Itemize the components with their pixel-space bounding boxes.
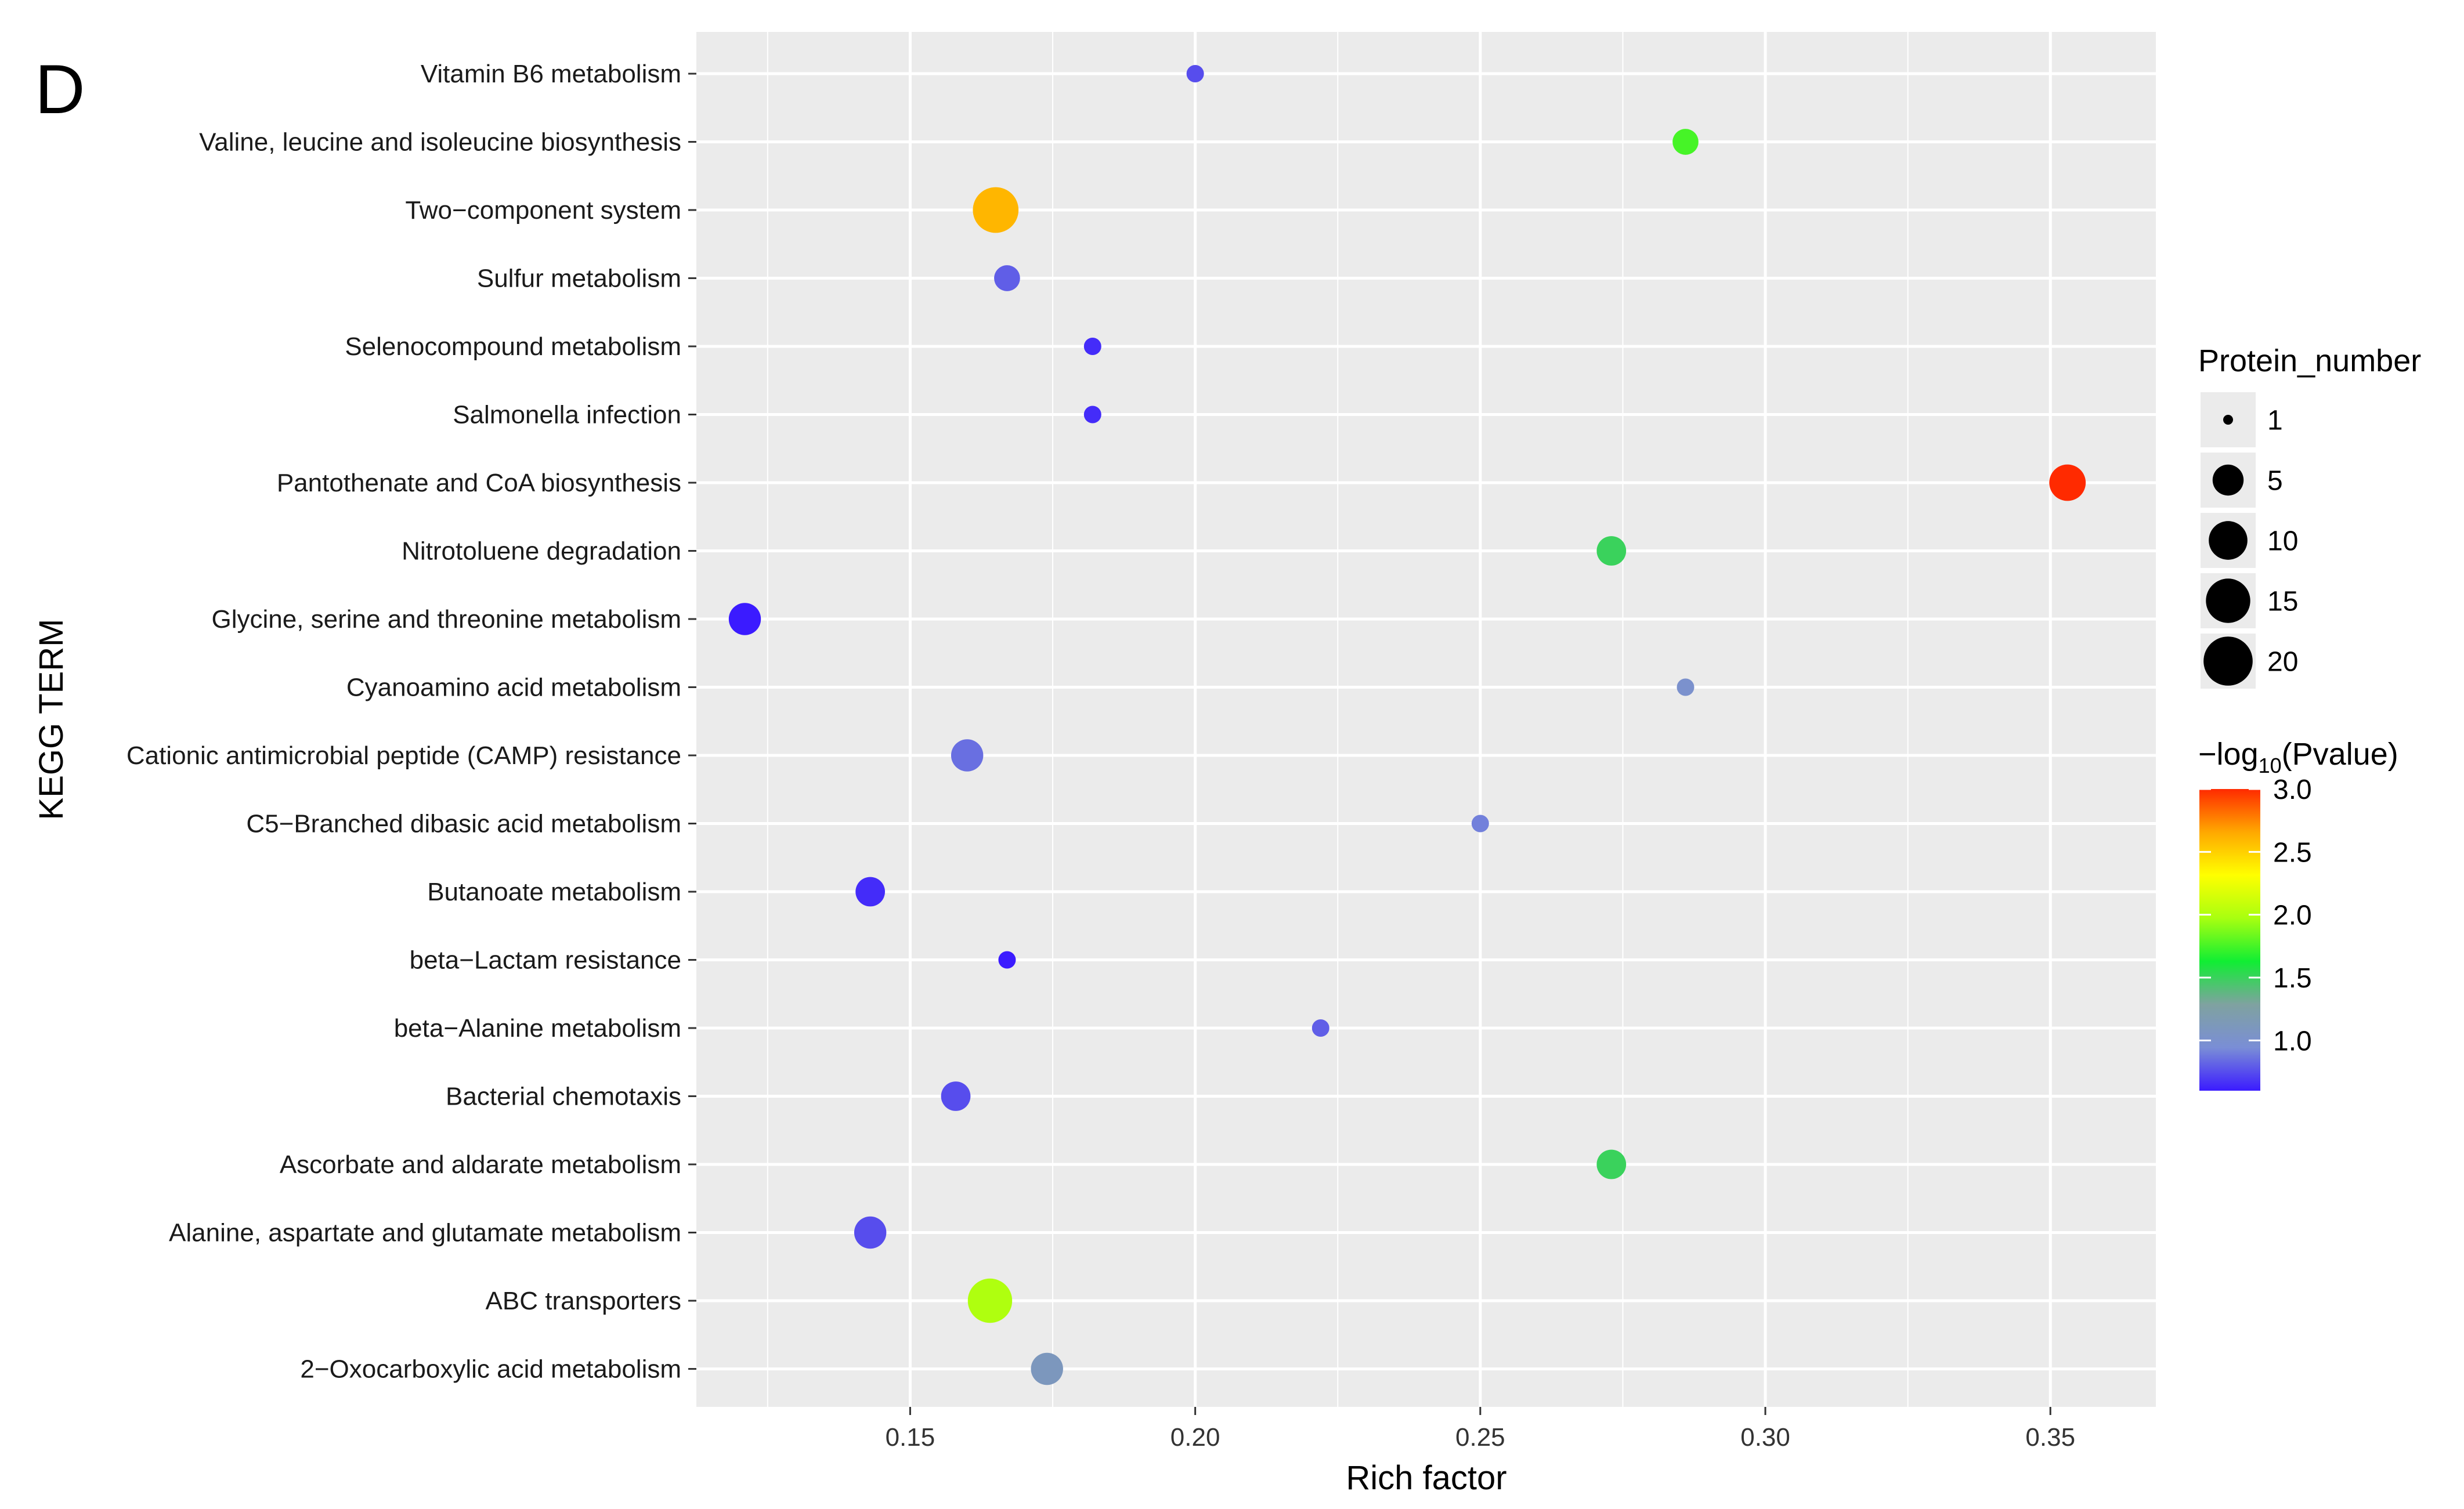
y-tick-label-salmonella-infection: Salmonella infection xyxy=(453,401,681,429)
colorbar xyxy=(2199,789,2260,1091)
y-axis: Vitamin B6 metabolism Valine, leucine and… xyxy=(127,60,696,1384)
x-tick-label: 0.25 xyxy=(1455,1423,1505,1452)
point-vitamin-b6-metabolism xyxy=(1186,65,1204,82)
y-tick-label-butanoate-metabolism: Butanoate metabolism xyxy=(427,878,681,906)
color-legend-title: −log10(Pvalue) xyxy=(2198,737,2398,777)
point-valine-leucine-and-isoleucine-biosynthesis xyxy=(1672,129,1699,155)
y-tick-label-alanine-aspartate-and-glutamate-metabolism: Alanine, aspartate and glutamate metabol… xyxy=(169,1219,681,1247)
color-legend-title-subscript: 10 xyxy=(2259,754,2282,777)
point-selenocompound-metabolism xyxy=(1083,338,1101,355)
y-tick-label-pantothenate-and-coa-biosynthesis: Pantothenate and CoA biosynthesis xyxy=(277,469,681,497)
x-axis: 0.15 0.20 0.25 0.30 0.35 xyxy=(886,1407,2075,1452)
x-tick-label: 0.20 xyxy=(1170,1423,1220,1452)
point-alanine-aspartate-and-glutamate-metabolism xyxy=(854,1216,887,1249)
point-beta-alanine-metabolism xyxy=(1312,1019,1329,1037)
data-points xyxy=(728,65,2086,1385)
y-tick-label-c5-branched-dibasic-acid-metabolism: C5−Branched dibasic acid metabolism xyxy=(246,810,681,838)
point-cationic-antimicrobial-peptide-camp-resistance xyxy=(951,739,984,772)
point-sulfur-metabolism xyxy=(994,265,1020,291)
color-legend: −log10(Pvalue) 1.0 1.5 2.0 2.5 3.0 xyxy=(2198,737,2398,1091)
size-legend-label: 10 xyxy=(2267,526,2298,557)
point-bacterial-chemotaxis xyxy=(941,1081,971,1111)
color-legend-title-suffix: (Pvalue) xyxy=(2282,737,2398,772)
point-pantothenate-and-coa-biosynthesis xyxy=(2049,464,2086,501)
x-tick-label: 0.15 xyxy=(886,1423,935,1452)
point-butanoate-metabolism xyxy=(855,877,886,907)
y-tick-label-cationic-antimicrobial-peptide-camp-resistance: Cationic antimicrobial peptide (CAMP) re… xyxy=(127,741,681,770)
color-legend-title-prefix: −log xyxy=(2198,737,2259,772)
y-tick-label-nitrotoluene-degradation: Nitrotoluene degradation xyxy=(402,537,681,566)
colorbar-tick-label: 2.5 xyxy=(2273,837,2312,868)
point-cyanoamino-acid-metabolism xyxy=(1677,678,1695,696)
size-legend-label: 1 xyxy=(2267,406,2283,436)
point-beta-lactam-resistance xyxy=(998,951,1016,969)
y-tick-label-bacterial-chemotaxis: Bacterial chemotaxis xyxy=(446,1083,681,1111)
y-tick-label-vitamin-b6-metabolism: Vitamin B6 metabolism xyxy=(421,60,681,88)
colorbar-tick-label: 1.0 xyxy=(2273,1026,2312,1056)
plot-panel xyxy=(696,32,2156,1407)
point-nitrotoluene-degradation xyxy=(1596,536,1627,566)
y-tick-label-sulfur-metabolism: Sulfur metabolism xyxy=(477,265,681,293)
y-tick-label-selenocompound-metabolism: Selenocompound metabolism xyxy=(345,332,681,361)
point-salmonella-infection xyxy=(1083,406,1101,424)
colorbar-tick-label: 2.0 xyxy=(2273,900,2312,931)
point-two-component-system xyxy=(973,187,1019,233)
y-tick-label-two-component-system: Two−component system xyxy=(405,196,681,225)
y-tick-label-cyanoamino-acid-metabolism: Cyanoamino acid metabolism xyxy=(346,674,681,702)
panel-label: D xyxy=(35,50,85,128)
grid-major xyxy=(696,32,2156,1407)
x-axis-title: Rich factor xyxy=(1346,1459,1506,1497)
size-legend-dot xyxy=(2209,521,2248,560)
size-legend-label: 15 xyxy=(2267,587,2298,617)
y-axis-title: KEGG TERM xyxy=(32,619,70,820)
point-glycine-serine-and-threonine-metabolism xyxy=(728,603,761,635)
y-tick-label-glycine-serine-and-threonine-metabolism: Glycine, serine and threonine metabolism xyxy=(211,605,681,634)
grid-minor xyxy=(767,32,1909,1407)
size-legend-dot xyxy=(2223,415,2233,425)
plot-panel-background xyxy=(696,32,2156,1407)
x-tick-label: 0.35 xyxy=(2025,1423,2075,1452)
size-legend-dot xyxy=(2203,636,2253,686)
size-legend-label: 20 xyxy=(2267,647,2298,678)
y-tick-label-beta-lactam-resistance: beta−Lactam resistance xyxy=(410,946,681,975)
y-tick-label-beta-alanine-metabolism: beta−Alanine metabolism xyxy=(394,1014,681,1043)
point-2-oxocarboxylic-acid-metabolism xyxy=(1031,1352,1063,1385)
size-legend-title: Protein_number xyxy=(2198,343,2421,378)
y-tick-label-valine-leucine-and-isoleucine-biosynthesis: Valine, leucine and isoleucine biosynthe… xyxy=(199,128,681,157)
x-tick-label: 0.30 xyxy=(1740,1423,1790,1452)
y-tick-label-abc-transporters: ABC transporters xyxy=(486,1287,681,1315)
colorbar-tick-label: 3.0 xyxy=(2273,775,2312,805)
point-ascorbate-and-aldarate-metabolism xyxy=(1596,1149,1627,1179)
size-legend-dot xyxy=(2206,578,2250,623)
point-abc-transporters xyxy=(967,1278,1013,1323)
colorbar-tick-label: 1.5 xyxy=(2273,963,2312,994)
size-legend-label: 5 xyxy=(2267,466,2283,497)
size-legend-dot xyxy=(2212,464,2244,496)
point-c5-branched-dibasic-acid-metabolism xyxy=(1471,815,1489,833)
colorbar-ticks: 1.0 1.5 2.0 2.5 3.0 xyxy=(2199,775,2312,1056)
y-tick-label-2-oxocarboxylic-acid-metabolism: 2−Oxocarboxylic acid metabolism xyxy=(300,1355,681,1384)
y-tick-label-ascorbate-and-aldarate-metabolism: Ascorbate and aldarate metabolism xyxy=(280,1150,681,1179)
